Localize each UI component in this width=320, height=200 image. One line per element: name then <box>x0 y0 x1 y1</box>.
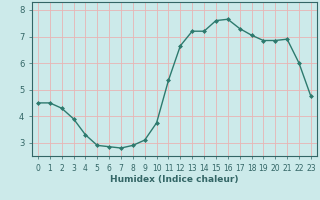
X-axis label: Humidex (Indice chaleur): Humidex (Indice chaleur) <box>110 175 239 184</box>
